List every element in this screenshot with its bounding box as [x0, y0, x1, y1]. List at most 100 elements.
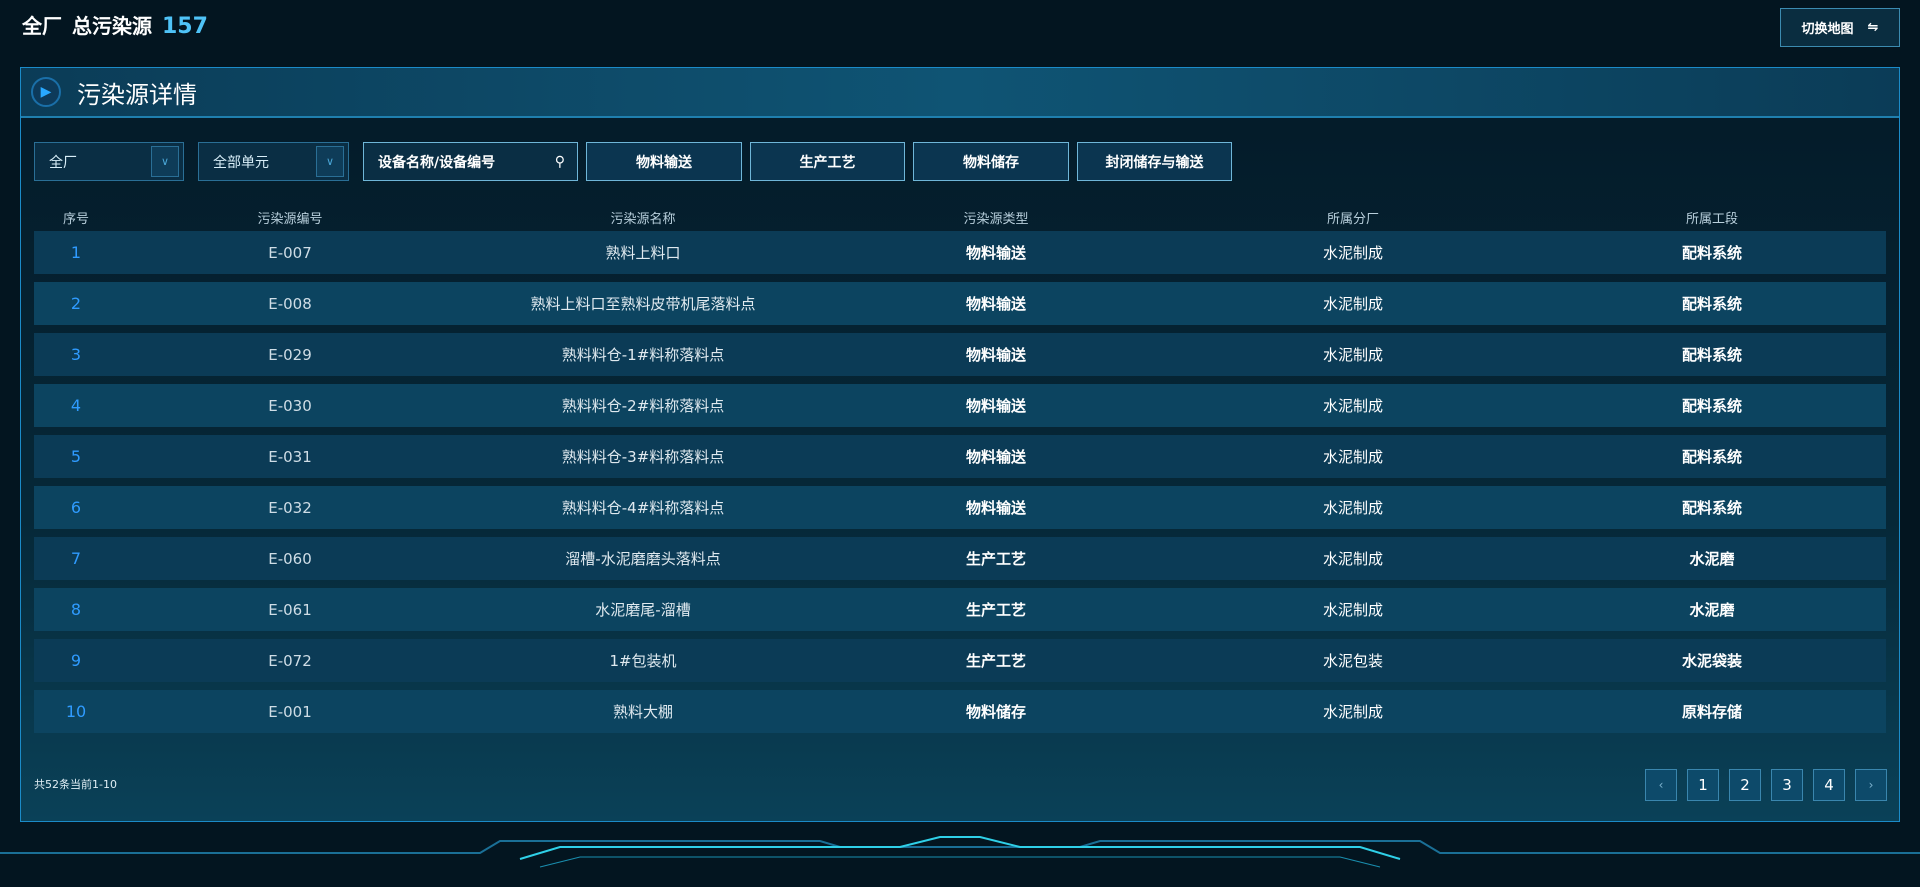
table-cell: 原料存储 [1681, 703, 1742, 721]
table-cell: 4 [70, 396, 82, 415]
table-row[interactable]: 7 E-060 溜槽-水泥磨磨头落料点 生产工艺 水泥制成 水泥磨 [34, 537, 1886, 580]
table-cell: E-001 [268, 702, 312, 721]
chevron-down-icon[interactable]: ∨ [316, 146, 344, 177]
unit-select[interactable]: 全部单元 ∨ [198, 142, 349, 181]
table-cell: E-031 [268, 447, 312, 466]
table-cell: 生产工艺 [965, 601, 1026, 619]
column-header: 污染源类型 [963, 211, 1029, 227]
table-row[interactable]: 3 E-029 熟料料仓-1#料称落料点 物料输送 水泥制成 配料系统 [34, 333, 1886, 376]
column-header: 污染源编号 [257, 211, 323, 227]
table-header: 序号 污染源编号 污染源名称 污染源类型 所属分厂 所属工段 [34, 205, 1886, 229]
table-cell: 水泥制成 [1322, 499, 1383, 517]
table-row[interactable]: 4 E-030 熟料料仓-2#料称落料点 物料输送 水泥制成 配料系统 [34, 384, 1886, 427]
table-cell: 物料输送 [965, 295, 1026, 313]
table-cell: 水泥磨 [1689, 550, 1735, 568]
panel-title: 污染源详情 [77, 80, 197, 109]
table-cell: 物料输送 [965, 346, 1026, 364]
table-cell: 水泥制成 [1322, 244, 1383, 262]
pagination: ‹ 1 2 3 4 › [1645, 769, 1887, 801]
table-row[interactable]: 6 E-032 熟料料仓-4#料称落料点 物料输送 水泥制成 配料系统 [34, 486, 1886, 529]
table-cell: 1#包装机 [609, 652, 677, 670]
page-button-3[interactable]: 3 [1771, 769, 1803, 801]
prev-page-button[interactable]: ‹ [1645, 769, 1677, 801]
table-cell: 水泥袋装 [1681, 652, 1742, 670]
table-row[interactable]: 2 E-008 熟料上料口至熟料皮带机尾落料点 物料输送 水泥制成 配料系统 [34, 282, 1886, 325]
table-cell: 水泥制成 [1322, 448, 1383, 466]
table-cell: 水泥包装 [1322, 652, 1383, 670]
table-cell: 水泥制成 [1322, 703, 1383, 721]
page-button-4[interactable]: 4 [1813, 769, 1845, 801]
scope-label: 全厂 [22, 14, 62, 38]
table-row[interactable]: 9 E-072 1#包装机 生产工艺 水泥包装 水泥袋装 [34, 639, 1886, 682]
table-cell: 5 [70, 447, 82, 466]
table-cell: 配料系统 [1681, 346, 1742, 364]
table-row[interactable]: 5 E-031 熟料料仓-3#料称落料点 物料输送 水泥制成 配料系统 [34, 435, 1886, 478]
pollution-source-panel: ▶ 污染源详情 全厂 ∨ 全部单元 ∨ 设备名称/设备编号 ⚲ 物料输送 生产工… [20, 67, 1900, 822]
table-cell: 物料输送 [965, 397, 1026, 415]
table-cell: 8 [70, 600, 82, 619]
table-cell: E-032 [268, 498, 312, 517]
table-cell: 水泥制成 [1322, 397, 1383, 415]
table-cell: 水泥制成 [1322, 295, 1383, 313]
table-cell: E-030 [268, 396, 312, 415]
swap-arrows-icon: ⇋ [1867, 20, 1879, 35]
table-cell: 6 [70, 498, 82, 517]
page-button-1[interactable]: 1 [1687, 769, 1719, 801]
table-cell: 物料输送 [965, 244, 1026, 262]
search-placeholder: 设备名称/设备编号 [378, 154, 496, 171]
table-cell: 水泥制成 [1322, 550, 1383, 568]
search-input[interactable]: 设备名称/设备编号 ⚲ [363, 142, 578, 181]
table-cell: 熟料大棚 [612, 703, 673, 721]
table-cell: 熟料料仓-4#料称落料点 [561, 499, 725, 517]
page-button-2[interactable]: 2 [1729, 769, 1761, 801]
table-cell: 水泥制成 [1322, 346, 1383, 364]
table-cell: 3 [70, 345, 82, 364]
filter-bar: 全厂 ∨ 全部单元 ∨ 设备名称/设备编号 ⚲ 物料输送 生产工艺 物料储存 封… [34, 142, 1232, 181]
play-icon: ▶ [31, 77, 61, 107]
search-icon[interactable]: ⚲ [554, 153, 565, 170]
table-cell: 物料输送 [965, 448, 1026, 466]
total-count: 157 [162, 14, 208, 39]
page-title: 全厂 总污染源 157 [22, 10, 208, 39]
filter-closed-storage-button[interactable]: 封闭储存与输送 [1077, 142, 1232, 181]
table-cell: 熟料上料口 [605, 244, 681, 262]
table-cell: E-060 [268, 549, 312, 568]
panel-header: ▶ 污染源详情 [21, 68, 1899, 118]
table-cell: 配料系统 [1681, 295, 1742, 313]
table-row[interactable]: 10 E-001 熟料大棚 物料储存 水泥制成 原料存储 [34, 690, 1886, 733]
table-cell: 配料系统 [1681, 244, 1742, 262]
plant-select-value: 全厂 [49, 154, 77, 171]
chevron-down-icon[interactable]: ∨ [151, 146, 179, 177]
table-cell: 溜槽-水泥磨磨头落料点 [565, 550, 721, 568]
plant-select[interactable]: 全厂 ∨ [34, 142, 184, 181]
table-cell: 物料输送 [965, 499, 1026, 517]
filter-production-process-button[interactable]: 生产工艺 [750, 142, 905, 181]
column-header: 序号 [62, 211, 89, 227]
table-cell: 熟料料仓-2#料称落料点 [561, 397, 725, 415]
table-cell: 生产工艺 [965, 652, 1026, 670]
table-cell: 9 [70, 651, 82, 670]
table-cell: E-008 [268, 294, 312, 313]
table-cell: 水泥磨 [1689, 601, 1735, 619]
table-cell: 配料系统 [1681, 499, 1742, 517]
table-cell: 水泥磨尾-溜槽 [595, 601, 691, 619]
table-row[interactable]: 1 E-007 熟料上料口 物料输送 水泥制成 配料系统 [34, 231, 1886, 274]
table-cell: 配料系统 [1681, 397, 1742, 415]
table-cell: 1 [70, 243, 82, 262]
table-cell: 熟料料仓-1#料称落料点 [561, 346, 725, 364]
filter-material-transport-button[interactable]: 物料输送 [586, 142, 742, 181]
column-header: 所属分厂 [1326, 211, 1379, 227]
next-page-button[interactable]: › [1855, 769, 1887, 801]
filter-material-storage-button[interactable]: 物料储存 [913, 142, 1069, 181]
switch-map-button[interactable]: 切换地图 ⇋ [1780, 8, 1900, 47]
table-cell: 熟料上料口至熟料皮带机尾落料点 [530, 295, 756, 313]
total-label: 总污染源 [72, 14, 152, 38]
switch-map-label: 切换地图 [1801, 22, 1854, 37]
column-header: 污染源名称 [610, 211, 676, 227]
table-cell: E-061 [268, 600, 312, 619]
table-cell: E-072 [268, 651, 312, 670]
bottom-decoration [0, 836, 1920, 868]
table-row[interactable]: 8 E-061 水泥磨尾-溜槽 生产工艺 水泥制成 水泥磨 [34, 588, 1886, 631]
table-cell: 配料系统 [1681, 448, 1742, 466]
table-cell: 10 [65, 702, 87, 721]
